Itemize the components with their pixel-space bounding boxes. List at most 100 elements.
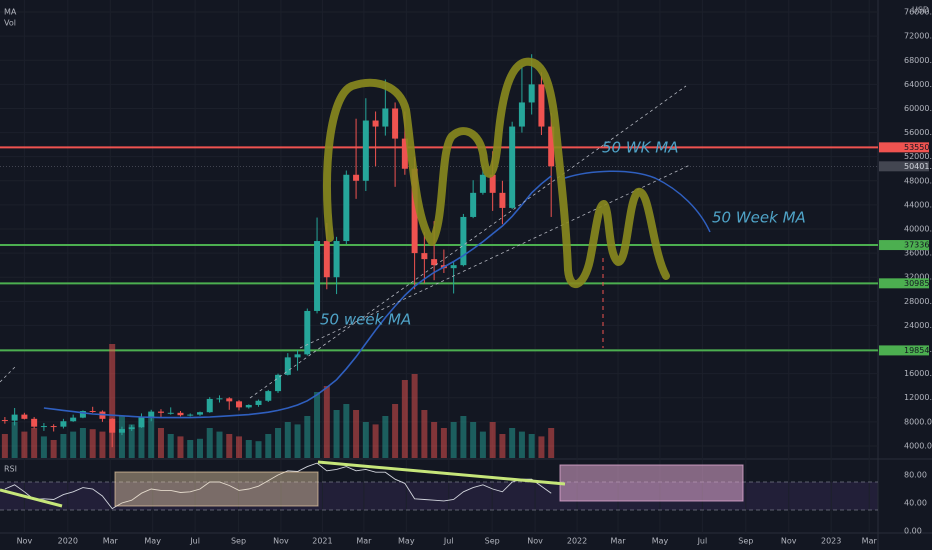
x-tick-label: 2023 [821, 537, 841, 546]
currency-label: USD [912, 6, 929, 15]
volume-bar [470, 422, 477, 458]
candle-body [431, 259, 438, 266]
candle-body [518, 102, 525, 127]
y-tick-label: 76000.0 [904, 8, 932, 17]
volume-bar [245, 440, 252, 458]
x-tick-label: 2022 [567, 537, 587, 546]
indicator-label: Vol [4, 19, 16, 28]
volume-bar [538, 436, 545, 458]
candle-body [372, 120, 379, 127]
x-tick-label: 2020 [58, 537, 78, 546]
candle-body [206, 398, 213, 413]
volume-bar [118, 416, 125, 458]
rsi-label: RSI [4, 465, 17, 474]
candle-body [294, 354, 301, 358]
x-tick-label: Sep [485, 537, 500, 546]
x-tick-label: Jul [189, 537, 200, 546]
x-tick-label: Nov [17, 537, 33, 546]
x-tick-label: May [398, 537, 415, 546]
candle-body [450, 265, 457, 269]
candle-body [236, 401, 243, 408]
candle-body [343, 174, 350, 242]
volume-bar [382, 416, 389, 458]
volume-bar [128, 424, 135, 458]
y-tick-label: 24000.0 [904, 321, 932, 330]
volume-bar [89, 429, 96, 458]
y-tick-label: 68000.0 [904, 56, 932, 65]
volume-bar [206, 428, 213, 458]
candle-body [362, 120, 369, 181]
y-tick-label: 12000.0 [904, 393, 932, 402]
volume-bar [148, 416, 155, 458]
trend-line [0, 365, 17, 383]
candle-body [489, 174, 496, 193]
volume-bar [1, 434, 8, 458]
volume-bar [60, 434, 67, 458]
y-tick-label: 52000.0 [904, 152, 932, 161]
candle-body [411, 168, 418, 254]
y-tick-label: 72000.0 [904, 32, 932, 41]
rsi-tick-label: 80.00 [904, 471, 927, 480]
level-label-box [879, 142, 929, 153]
candle-body [70, 417, 77, 422]
y-tick-label: 60000.0 [904, 104, 932, 113]
candle-body [89, 410, 96, 412]
volume-bar [353, 410, 360, 458]
volume-bar [236, 436, 243, 458]
candle-body [323, 241, 330, 278]
volume-bar [440, 428, 447, 458]
candle-body [401, 138, 408, 169]
volume-bar [255, 441, 262, 458]
candle-body [479, 174, 486, 193]
candle-body [499, 192, 506, 208]
candle-body [460, 216, 467, 266]
volume-bar [548, 428, 555, 458]
volume-bar [411, 374, 418, 458]
candle-body [157, 411, 164, 413]
volume-bar [216, 431, 223, 458]
level-label: 37336.3 [904, 241, 932, 250]
volume-bar [304, 416, 311, 458]
candle-body [138, 417, 145, 428]
candle-body [196, 412, 203, 415]
candle-body [255, 400, 262, 405]
candle-body [79, 410, 86, 418]
volume-bar [31, 428, 38, 458]
y-tick-label: 8000.0 [904, 417, 932, 426]
volume-bar [99, 431, 106, 458]
x-tick-label: Nov [273, 537, 289, 546]
volume-bar [11, 422, 18, 458]
candle-body [382, 108, 389, 127]
volume-bar [314, 392, 321, 458]
candle-body [245, 404, 252, 408]
candle-body [304, 310, 311, 355]
volume-bar [323, 386, 330, 458]
candle-body [187, 414, 194, 416]
x-tick-label: Sep [738, 537, 753, 546]
volume-bar [109, 344, 116, 458]
rsi-box [114, 471, 319, 507]
y-tick-label: 40000.0 [904, 225, 932, 234]
volume-bar [460, 416, 467, 458]
volume-bar [177, 436, 184, 458]
volume-bar [21, 431, 28, 458]
level-label: 19854.0 [904, 346, 932, 355]
annotation: 50 Week MA [712, 209, 806, 227]
volume-bar [372, 424, 379, 458]
x-tick-label: Jul [443, 537, 454, 546]
projected-ma [564, 170, 711, 233]
ma-line [43, 175, 552, 419]
y-tick-label: 4000.0 [904, 441, 932, 450]
annotation: 50 WK MA [602, 139, 679, 157]
x-tick-label: May [144, 537, 161, 546]
candle-body [333, 241, 340, 278]
volume-bar [392, 404, 399, 458]
y-tick-label: 44000.0 [904, 200, 932, 209]
candle-body [109, 418, 116, 433]
candle-body [265, 391, 272, 401]
x-tick-label: Mar [103, 537, 119, 546]
volume-bar [157, 428, 164, 458]
indicator-label: MA [4, 8, 17, 17]
candle-body [21, 414, 28, 419]
volume-bar [333, 410, 340, 458]
